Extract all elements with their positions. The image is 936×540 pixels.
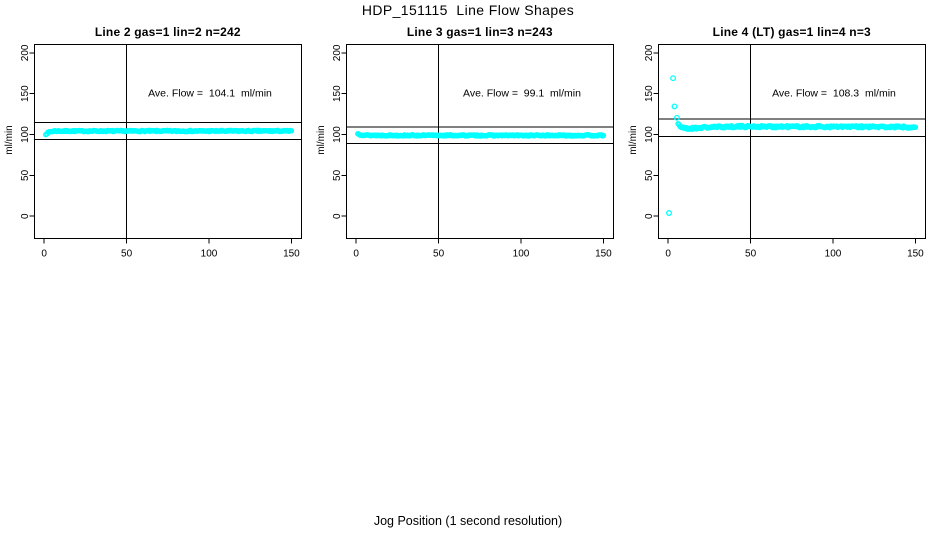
y-tick-label: 0: [20, 213, 31, 219]
ave-flow-annotation: Ave. Flow = 104.1 ml/min: [148, 88, 272, 100]
outlier-point: [671, 103, 678, 110]
panel-title: Line 4 (LT) gas=1 lin=4 n=3: [713, 25, 871, 39]
x-tick-label: 50: [121, 248, 133, 259]
y-tick-label: 50: [332, 169, 343, 181]
figure-title: HDP_151115 Line Flow Shapes: [361, 2, 575, 18]
panel-title: Line 3 gas=1 lin=3 n=243: [407, 25, 553, 39]
x-tick-label: 0: [353, 248, 359, 259]
panel-line-4: Line 4 (LT) gas=1 lin=4 n=3 ml/min 0 50 10…: [628, 25, 926, 259]
plot-frame: [345, 44, 614, 239]
x-tick-label: 100: [825, 248, 842, 259]
y-axis-label: ml/min: [4, 125, 15, 154]
y-tick-label: 200: [20, 44, 31, 61]
y-tick-label: 200: [644, 44, 655, 61]
x-axis-label: Jog Position (1 second resolution): [373, 514, 563, 528]
data-points: [43, 127, 295, 138]
ave-flow-annotation: Ave. Flow = 99.1 ml/min: [463, 88, 581, 100]
x-tick-label: 100: [513, 248, 530, 259]
y-tick-label: 150: [644, 85, 655, 102]
x-tick-label: 150: [595, 248, 612, 259]
plot-frame: [657, 44, 926, 239]
y-tick-label: 150: [20, 85, 31, 102]
x-tick-label: 100: [201, 248, 218, 259]
outlier-point: [666, 210, 672, 216]
x-tick-label: 0: [665, 248, 671, 259]
plot-area: 0 50 100 150 0 50 100 150 200: [332, 44, 614, 259]
y-axis-label: ml/min: [316, 125, 327, 154]
y-tick-label: 0: [644, 213, 655, 219]
x-tick-label: 0: [41, 248, 47, 259]
x-tick-label: 150: [283, 248, 300, 259]
x-tick-label: 50: [433, 248, 445, 259]
y-axis-label: ml/min: [628, 125, 639, 154]
data-points: [355, 130, 607, 139]
panel-line-2: Line 2 gas=1 lin=2 n=242 ml/min 0 50 100 15…: [4, 25, 302, 259]
ave-flow-annotation: Ave. Flow = 108.3 ml/min: [772, 88, 896, 100]
y-tick-label: 0: [332, 213, 343, 219]
data-point: [912, 124, 919, 130]
y-tick-label: 100: [20, 126, 31, 143]
plot-frame: [33, 44, 302, 239]
outlier-point: [670, 75, 677, 82]
x-tick-label: 50: [745, 248, 757, 259]
panel-line-3: Line 3 gas=1 lin=3 n=243 ml/min 0 50 100 15…: [316, 25, 614, 259]
y-tick-label: 200: [332, 44, 343, 61]
data-points: [666, 75, 919, 216]
plot-area: 0 50 100 150 0 50 100 150 200: [644, 44, 926, 259]
y-tick-label: 100: [332, 126, 343, 143]
data-point: [288, 128, 295, 134]
outlier-point: [673, 114, 680, 121]
y-tick-label: 50: [20, 169, 31, 181]
y-tick-label: 100: [644, 126, 655, 143]
y-tick-label: 150: [332, 85, 343, 102]
panel-title: Line 2 gas=1 lin=2 n=242: [95, 25, 241, 39]
data-point: [600, 132, 607, 139]
x-tick-label: 150: [907, 248, 924, 259]
y-tick-label: 50: [644, 169, 655, 181]
plot-area: 0 50 100 150 0 50 100 150 200: [20, 44, 302, 259]
